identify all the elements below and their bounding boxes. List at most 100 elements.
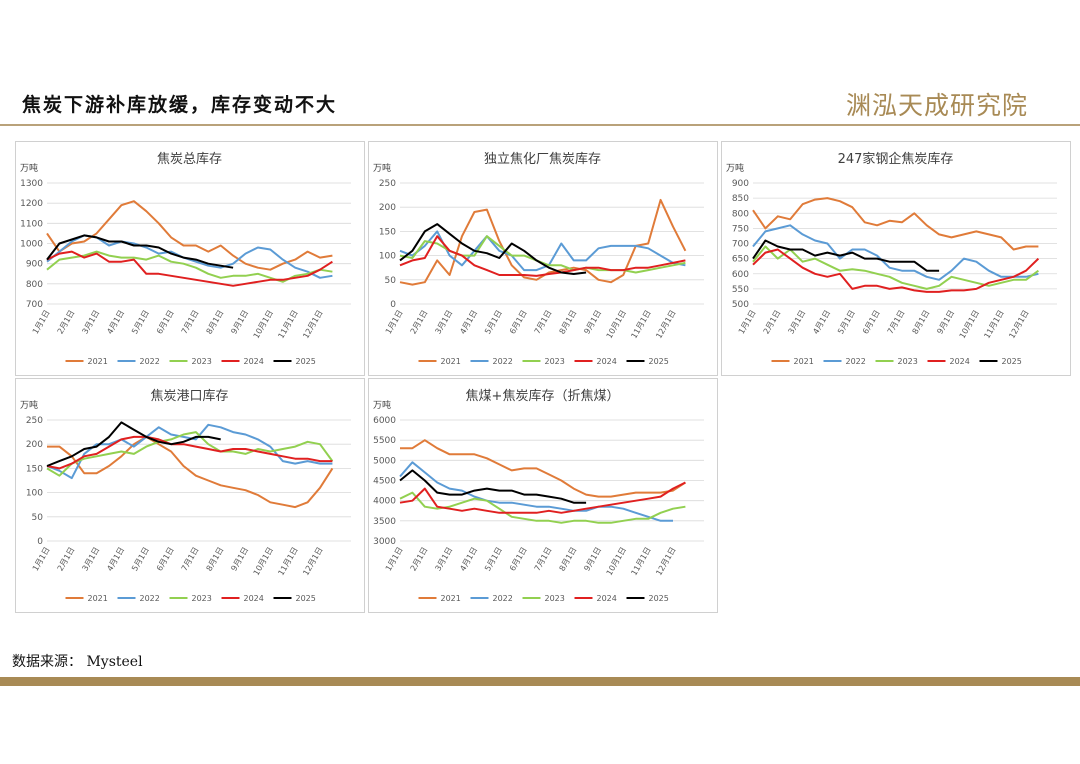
legend-label: 2021 [441, 357, 461, 366]
logo: 渊泓天成研究院 [846, 91, 1029, 120]
legend-label: 2024 [244, 357, 264, 366]
chart-title: 247家钢企焦炭库存 [838, 151, 954, 167]
chart-title: 独立焦化厂焦炭库存 [484, 151, 601, 167]
y-tick-label: 0 [390, 300, 396, 310]
legend-label: 2025 [649, 357, 669, 366]
y-tick-label: 600 [732, 270, 749, 280]
y-tick-label: 50 [32, 513, 44, 523]
series-line [752, 245, 1039, 290]
y-tick-label: 1300 [20, 179, 43, 189]
series-line [46, 421, 221, 467]
y-tick-label: 900 [732, 179, 749, 189]
legend-label: 2023 [545, 594, 565, 603]
series-line [399, 491, 686, 524]
y-axis-unit: 万吨 [20, 399, 38, 411]
series-line [399, 461, 673, 522]
y-tick-label: 150 [379, 227, 396, 237]
series-line [46, 250, 333, 287]
slide-title: 焦炭下游补库放缓，库存变动不大 [22, 94, 338, 116]
y-tick-label: 6000 [373, 416, 396, 426]
series-line [399, 230, 686, 272]
y-axis-unit: 万吨 [20, 162, 38, 174]
y-tick-label: 100 [379, 252, 396, 262]
legend-label: 2024 [244, 594, 264, 603]
legend-label: 2022 [140, 594, 160, 603]
legend-label: 2022 [493, 357, 513, 366]
series-line [46, 234, 234, 269]
chart-title: 焦炭总库存 [157, 151, 222, 167]
legend-label: 2023 [898, 357, 918, 366]
legend-label: 2024 [597, 357, 617, 366]
y-axis-unit: 万吨 [373, 399, 391, 411]
legend-label: 2025 [296, 594, 316, 603]
y-tick-label: 800 [26, 280, 43, 290]
series-line [399, 235, 686, 277]
series-line [752, 239, 940, 272]
series-line [399, 223, 587, 275]
chart-title: 焦煤+焦炭库存（折焦煤） [466, 388, 620, 404]
legend-label: 2025 [296, 357, 316, 366]
legend-label: 2021 [794, 357, 814, 366]
y-tick-label: 1100 [20, 219, 43, 229]
y-tick-label: 1000 [20, 240, 43, 250]
chart-title: 焦炭港口库存 [150, 388, 228, 404]
series-line [46, 200, 333, 271]
y-tick-label: 50 [385, 276, 397, 286]
y-tick-label: 800 [732, 209, 749, 219]
series-line [752, 248, 1040, 293]
y-tick-label: 100 [26, 489, 43, 499]
legend-label: 2023 [192, 357, 212, 366]
y-tick-label: 900 [26, 260, 43, 270]
y-tick-label: 200 [379, 203, 396, 213]
y-tick-label: 700 [26, 300, 43, 310]
y-tick-label: 650 [732, 255, 749, 265]
chart-panel: 焦煤+焦炭库存（折焦煤） 万吨 3000 3500 4000 4500 5000 5500 60… [368, 378, 718, 613]
series-line [47, 435, 334, 509]
legend-label: 2022 [140, 357, 160, 366]
legend-label: 2025 [649, 594, 669, 603]
y-tick-label: 850 [732, 194, 749, 204]
y-tick-label: 3000 [373, 537, 396, 547]
panel-border [15, 378, 365, 613]
y-tick-label: 3500 [373, 517, 396, 527]
y-tick-label: 500 [732, 300, 749, 310]
legend-label: 2022 [846, 357, 866, 366]
y-tick-label: 750 [732, 224, 749, 234]
legend-label: 2021 [88, 594, 108, 603]
legend-label: 2025 [1002, 357, 1022, 366]
series-line [752, 197, 1039, 251]
series-line [46, 250, 333, 283]
legend-label: 2022 [493, 594, 513, 603]
y-tick-label: 5000 [373, 456, 396, 466]
y-tick-label: 4500 [373, 477, 396, 487]
y-tick-label: 1200 [20, 199, 43, 209]
legend-label: 2023 [192, 594, 212, 603]
y-tick-label: 250 [26, 416, 43, 426]
legend-label: 2023 [545, 357, 565, 366]
legend-label: 2024 [950, 357, 970, 366]
series-line [399, 481, 686, 514]
header-rule [0, 124, 1080, 126]
chart-panel: 247家钢企焦炭库存万吨5005506006507007508008509001… [721, 141, 1071, 376]
panel-border [368, 141, 718, 376]
legend-label: 2021 [441, 594, 461, 603]
y-tick-label: 200 [26, 440, 43, 450]
footer-bar [0, 677, 1080, 686]
y-tick-label: 150 [26, 464, 43, 474]
y-tick-label: 250 [379, 179, 396, 189]
series-line [46, 435, 333, 470]
series-line [399, 469, 587, 504]
series-line [46, 431, 334, 477]
y-axis-unit: 万吨 [373, 162, 391, 174]
legend-label: 2024 [597, 594, 617, 603]
series-line [400, 439, 686, 498]
series-line [46, 423, 333, 480]
legend-label: 2021 [88, 357, 108, 366]
y-tick-label: 700 [732, 240, 749, 250]
y-tick-label: 5500 [373, 436, 396, 446]
